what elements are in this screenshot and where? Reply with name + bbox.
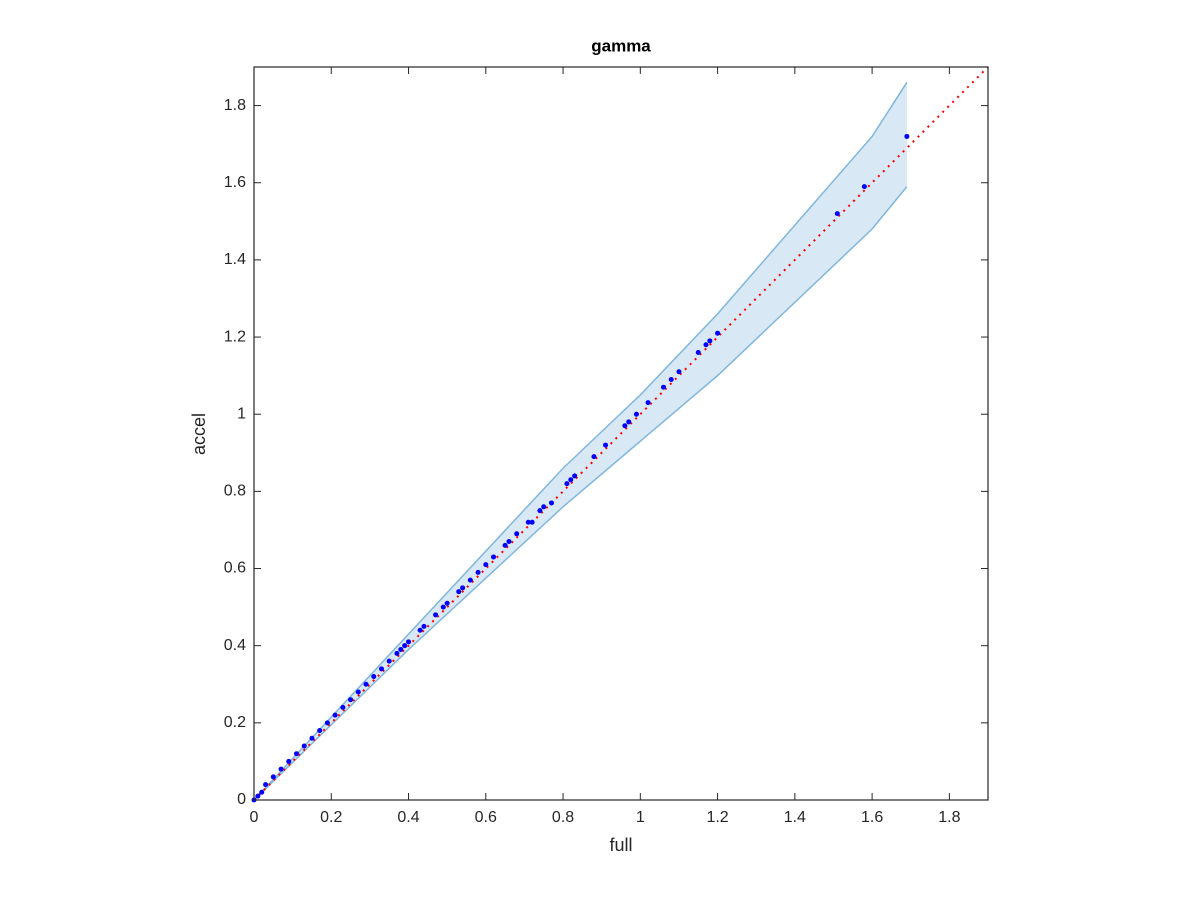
data-point: [371, 674, 377, 680]
data-point: [348, 697, 354, 703]
data-point: [668, 376, 674, 382]
axes-box: [253, 66, 989, 801]
data-point: [406, 639, 412, 645]
data-point: [626, 419, 632, 425]
data-point: [460, 585, 466, 591]
data-point: [537, 508, 543, 514]
data-point: [286, 758, 292, 764]
data-point: [270, 774, 276, 780]
data-point: [386, 658, 392, 664]
y-tick-label: 1.4: [224, 251, 246, 268]
data-point: [904, 133, 910, 139]
x-tick-label: 1: [636, 809, 645, 826]
data-point: [444, 600, 450, 606]
x-tick-label: 0.2: [320, 809, 342, 826]
data-point: [591, 454, 597, 460]
band-lower: [253, 186, 908, 801]
y-tick-label: 0.4: [224, 637, 246, 654]
data-point: [255, 793, 261, 799]
data-point: [707, 338, 713, 344]
data-point: [645, 400, 651, 406]
data-point: [301, 743, 307, 749]
x-tick-label: 0: [250, 809, 259, 826]
x-tick-label: 0.4: [397, 809, 419, 826]
data-point: [660, 384, 666, 390]
data-point: [861, 184, 867, 190]
data-point: [309, 735, 315, 741]
x-tick-label: 1.2: [706, 809, 728, 826]
y-tick-label: 1.6: [224, 174, 246, 191]
data-point: [475, 569, 481, 575]
data-point: [340, 704, 346, 710]
y-tick-label: 1.2: [224, 328, 246, 345]
data-point: [676, 369, 682, 375]
data-point: [278, 766, 284, 772]
data-point: [317, 728, 323, 734]
x-tick-label: 1.6: [861, 809, 883, 826]
data-point: [541, 504, 547, 510]
data-point: [572, 473, 578, 479]
data-point: [259, 789, 265, 795]
y-tick-label: 1.8: [224, 97, 246, 114]
data-point: [502, 542, 508, 548]
data-point: [398, 647, 404, 653]
data-point: [834, 211, 840, 217]
x-axis-label: full: [609, 835, 632, 855]
data-point: [378, 666, 384, 672]
data-point: [506, 539, 512, 545]
data-point: [529, 519, 535, 525]
y-axis-label: accel: [189, 413, 209, 455]
data-point: [695, 349, 701, 355]
data-point: [491, 554, 497, 560]
data-point: [564, 481, 570, 487]
band-area: [254, 82, 907, 800]
data-point: [548, 500, 554, 506]
data-point: [293, 751, 299, 757]
chart-title: gamma: [591, 36, 651, 55]
data-point: [421, 623, 427, 629]
data-point: [402, 643, 408, 649]
data-point: [514, 531, 520, 537]
data-point: [263, 782, 269, 788]
data-point: [703, 342, 709, 348]
data-point: [355, 689, 361, 695]
data-point: [467, 577, 473, 583]
data-point: [433, 612, 439, 618]
data-point: [363, 681, 369, 687]
y-tick-label: 0: [237, 791, 246, 808]
data-point: [394, 650, 400, 656]
x-tick-label: 1.8: [938, 809, 960, 826]
data-point: [633, 411, 639, 417]
y-tick-label: 0.6: [224, 560, 246, 577]
data-point: [440, 604, 446, 610]
data-point: [622, 423, 628, 429]
data-point: [715, 330, 721, 336]
data-point: [324, 720, 330, 726]
data-point: [603, 442, 609, 448]
data-point: [525, 519, 531, 525]
y-tick-label: 0.8: [224, 483, 246, 500]
data-point: [483, 562, 489, 568]
data-point: [417, 627, 423, 633]
y-tick-label: 0.2: [224, 714, 246, 731]
y-tick-label: 1: [237, 405, 246, 422]
reference-line: [253, 66, 989, 801]
x-tick-label: 0.6: [475, 809, 497, 826]
band-upper: [253, 82, 908, 801]
data-point: [568, 477, 574, 483]
data-point: [332, 712, 338, 718]
x-tick-label: 0.8: [552, 809, 574, 826]
x-tick-label: 1.4: [784, 809, 806, 826]
data-point: [456, 589, 462, 595]
